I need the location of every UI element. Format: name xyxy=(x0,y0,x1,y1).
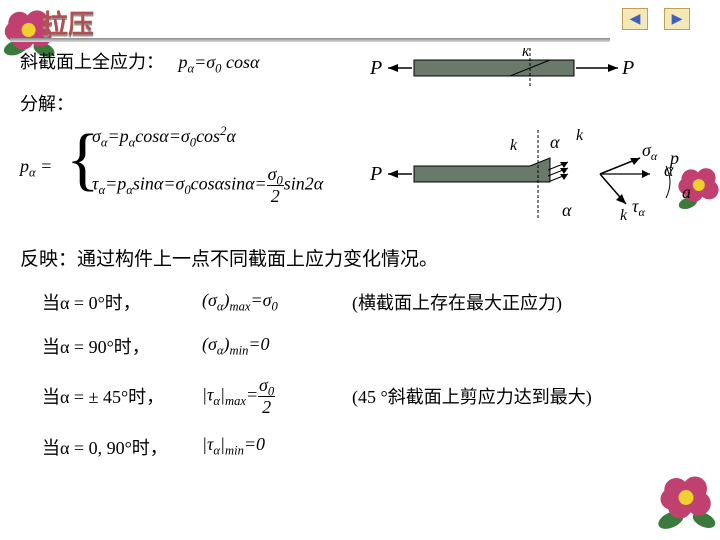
case2-cond: 当α = ± 45°时， xyxy=(42,383,202,409)
svg-text:σα: σα xyxy=(642,140,658,163)
svg-text:P: P xyxy=(370,57,382,79)
svg-text:k: k xyxy=(620,207,628,224)
svg-text:α: α xyxy=(550,132,560,152)
prev-arrow-icon: ◀ xyxy=(630,11,641,28)
label-decompose: 分解： xyxy=(20,94,74,114)
nav-buttons: ◀ ▶ xyxy=(622,8,690,30)
label-palpha-eq: pα = xyxy=(20,156,52,181)
case1-cond: 当α = 90°时， xyxy=(42,333,202,359)
reflect-text: 反映：通过构件上一点不同截面上应力变化情况。 xyxy=(20,249,438,270)
case3-eq: |τα|min=0 xyxy=(202,434,352,459)
case2-eq: |τα|max=σ02 xyxy=(202,377,352,416)
diagram-top: P k P xyxy=(370,48,710,88)
nav-next-button[interactable]: ▶ xyxy=(664,8,690,30)
svg-text:α: α xyxy=(562,200,572,220)
svg-text:P: P xyxy=(370,163,382,185)
case1-eq: (σα)min=0 xyxy=(202,334,352,359)
svg-text:k: k xyxy=(510,137,518,154)
svg-text:k: k xyxy=(522,48,530,60)
svg-text:k: k xyxy=(576,127,584,144)
formula-sigma: σα=pαcosα=σ0cos2α xyxy=(92,124,236,151)
svg-text:P: P xyxy=(621,57,634,79)
svg-text:τα: τα xyxy=(632,196,645,219)
label-fullstress: 斜截面上全应力： xyxy=(20,52,164,72)
next-arrow-icon: ▶ xyxy=(672,11,683,28)
case0-note: (横截面上存在最大正应力) xyxy=(352,289,562,315)
case2-note: (45 °斜截面上剪应力达到最大) xyxy=(352,383,592,409)
title-underline xyxy=(10,38,610,42)
case0-eq: (σα)max=σ0 xyxy=(202,290,352,315)
flower-decoration-br xyxy=(650,460,720,535)
content-area: 斜截面上全应力： pα=σ0 cosα P k P 分解： pα = { xyxy=(20,48,700,460)
nav-prev-button[interactable]: ◀ xyxy=(622,8,648,30)
svg-text:α: α xyxy=(664,160,674,180)
svg-text:a: a xyxy=(682,182,691,202)
case0-cond: 当α = 0°时， xyxy=(42,289,202,315)
title-main: 拉压 xyxy=(42,4,94,41)
formula-tau: τα=pαsinα=σ0cosαsinα=σ02sin2α xyxy=(92,166,323,205)
case3-cond: 当α = 0, 90°时， xyxy=(42,434,202,460)
diagram-middle: P k α k α k σα p α xyxy=(370,120,710,230)
formula-palpha: pα=σ0 cosα xyxy=(179,52,260,72)
